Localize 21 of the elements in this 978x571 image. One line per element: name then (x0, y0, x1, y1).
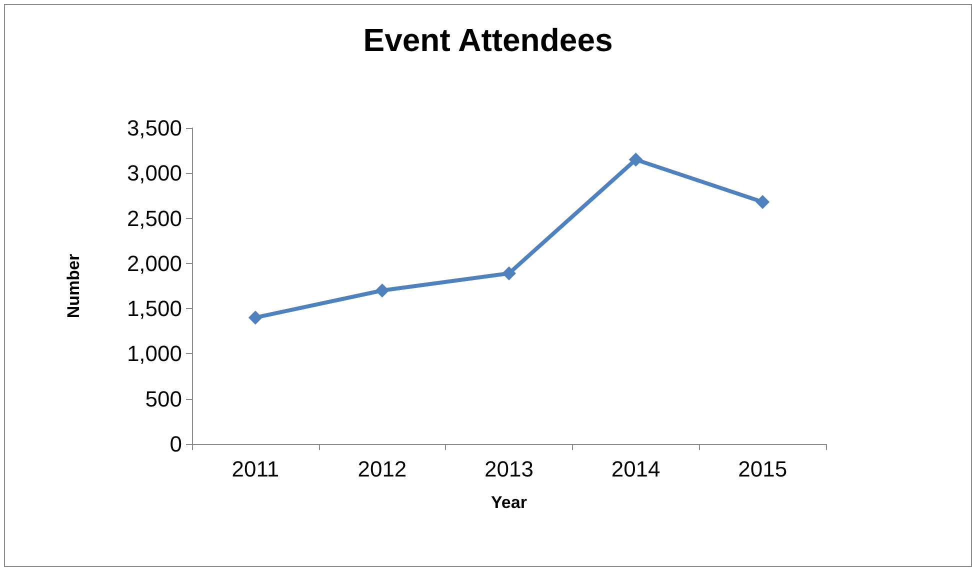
point (628, 152, 643, 167)
y-tick-label: 3,500 (126, 116, 182, 140)
y-tick-label: 3,000 (126, 160, 182, 186)
y-tick-label: 0 (170, 432, 182, 456)
x-tick-label: 2015 (738, 456, 788, 482)
x-tick-label: 2012 (358, 456, 407, 482)
point (502, 266, 516, 280)
x-tick-label: 2013 (484, 456, 534, 482)
y-tick-label: 2,000 (126, 250, 182, 276)
y-tick-label: 1,000 (126, 341, 182, 366)
y-axis-title: Number (64, 254, 83, 318)
x-axis-title: Year (491, 493, 528, 512)
x-tick-label: 2014 (611, 456, 660, 482)
chart-title: Event Attendees (363, 22, 613, 58)
x-tick-label: 2011 (232, 456, 280, 482)
y-tick-label: 500 (145, 386, 182, 412)
point (248, 310, 262, 325)
point (375, 284, 390, 298)
y-tick-label: 2,500 (126, 206, 182, 231)
point (756, 195, 770, 210)
y-tick-label: 1,500 (126, 296, 182, 322)
